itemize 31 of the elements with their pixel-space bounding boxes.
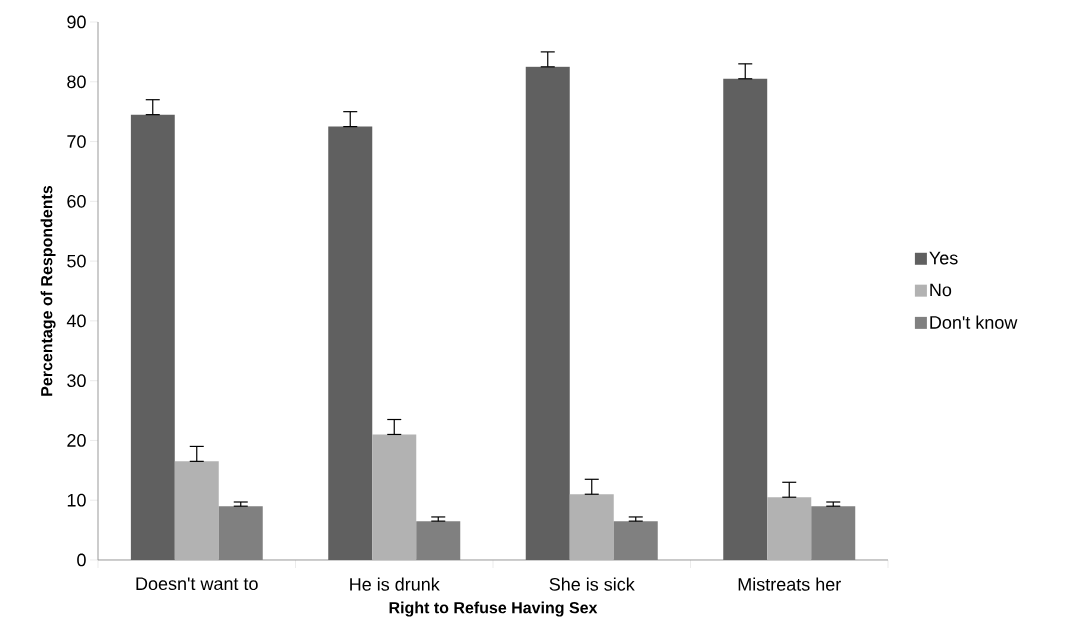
- x-axis-title: Right to Refuse Having Sex: [389, 601, 598, 617]
- y-tick-label: 10: [67, 493, 86, 507]
- y-axis-title: Percentage of Respondents: [40, 185, 56, 396]
- bar: [328, 126, 373, 560]
- y-tick-label: 80: [67, 75, 86, 89]
- bar: [174, 461, 219, 560]
- bar: [767, 497, 812, 560]
- y-tick-label: 40: [66, 314, 86, 328]
- bar: [569, 494, 614, 560]
- y-tick-label: 60: [67, 194, 86, 208]
- x-tick-label: He is drunk: [350, 577, 440, 591]
- x-tick-label: She is sick: [549, 577, 635, 591]
- bar: [218, 506, 263, 560]
- y-tick-label: 70: [67, 135, 86, 148]
- bar: [811, 506, 856, 560]
- legend-label: Don't know: [930, 315, 1018, 329]
- x-tick-label: Doesn't want to: [136, 577, 258, 591]
- y-tick-label: 20: [67, 434, 86, 447]
- bar: [130, 114, 175, 560]
- y-tick-label: 90: [67, 15, 86, 29]
- y-tick-label: 0: [77, 553, 86, 567]
- bar: [723, 78, 768, 560]
- x-tick-label: Mistreats her: [738, 577, 841, 591]
- y-tick-label: 30: [67, 374, 86, 388]
- legend-label: Yes: [929, 251, 958, 265]
- y-tick-label: 50: [67, 254, 86, 268]
- bar: [416, 521, 461, 560]
- bar: [372, 434, 417, 560]
- bar: [613, 521, 658, 560]
- legend-label: No: [930, 283, 952, 297]
- bar: [525, 66, 570, 560]
